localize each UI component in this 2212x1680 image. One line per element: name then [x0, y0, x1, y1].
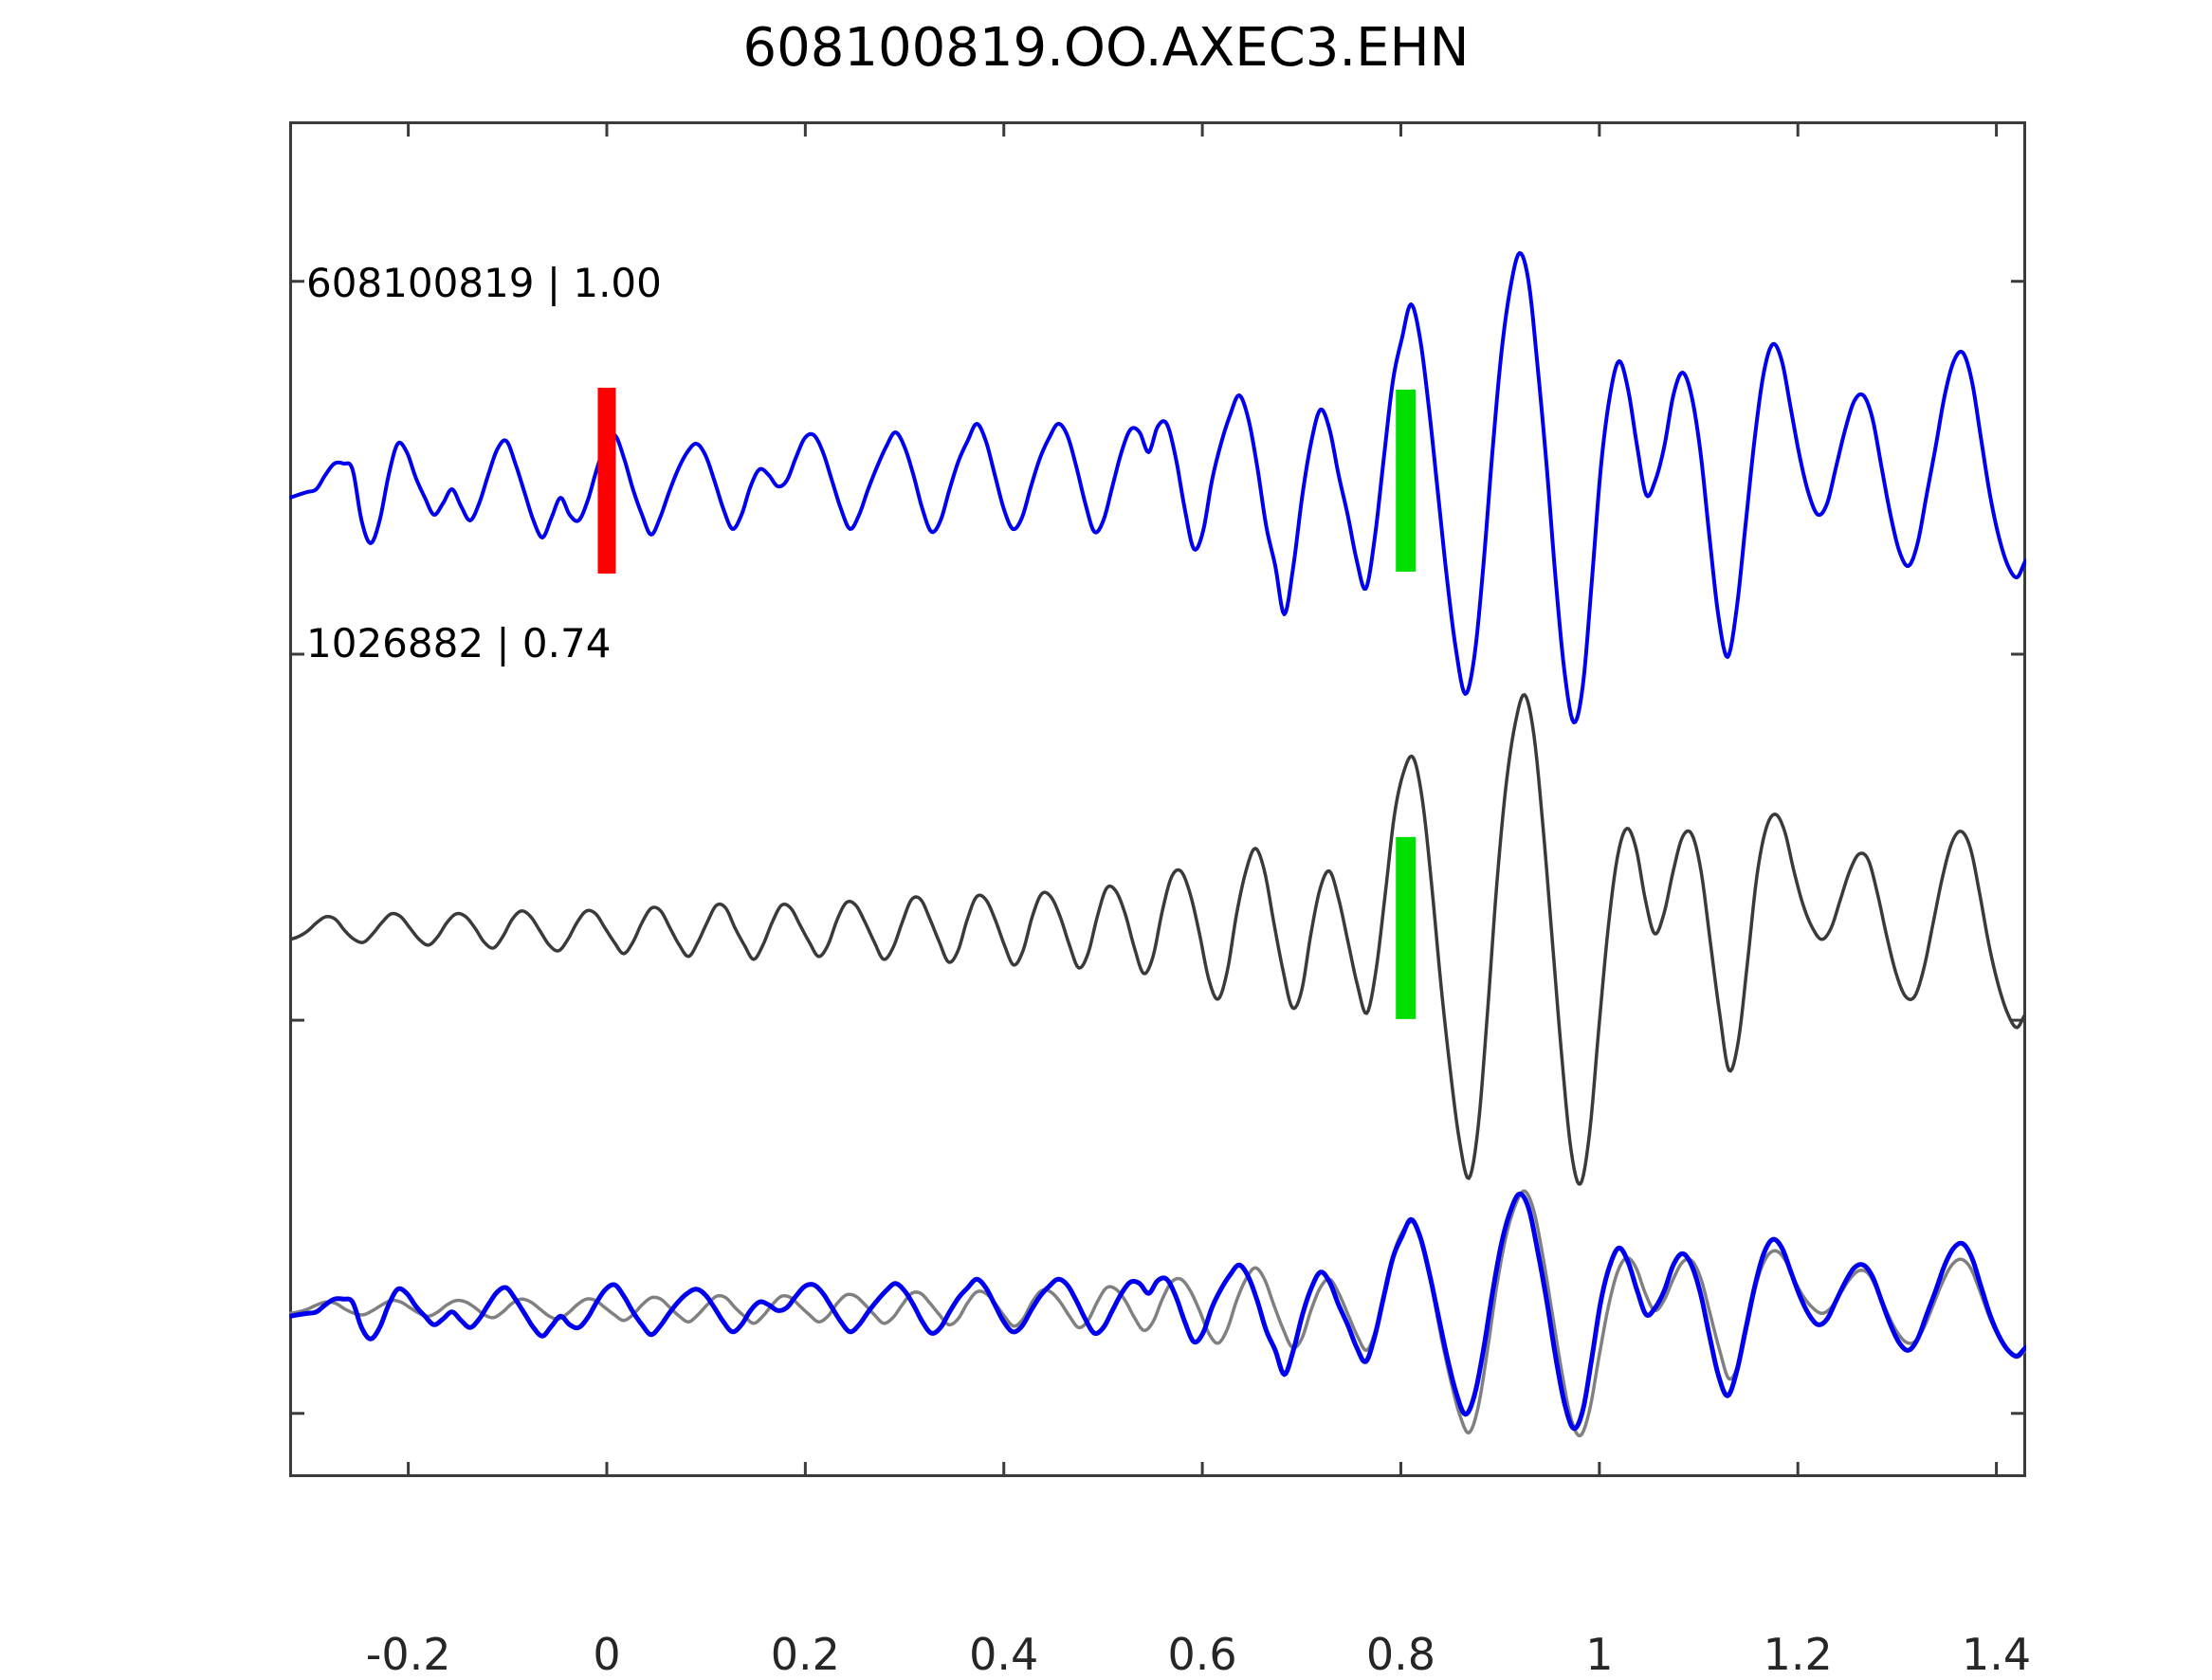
- plot-area: 608100819 | 1.00 1026882 | 0.74 -0.2 0 0.2…: [289, 121, 2031, 1680]
- s-pick-marker-detection-icon: [1396, 836, 1417, 1019]
- x-tick-label: 0.2: [770, 1629, 840, 1680]
- x-tick-label: 0: [593, 1629, 621, 1680]
- x-tick-label: 0.4: [969, 1629, 1039, 1680]
- detection-trace-label: 1026882 | 0.74: [306, 620, 612, 667]
- axis-ticks: [289, 121, 2026, 1477]
- template-trace-line: [289, 250, 2026, 724]
- plot-frame: [289, 121, 2026, 1477]
- overlay-detection-line: [289, 1189, 2026, 1437]
- waveform-canvas: [289, 121, 2026, 1477]
- x-tick-label: 1.4: [1962, 1629, 2032, 1680]
- x-tick-label: 1.2: [1763, 1629, 1833, 1680]
- overlay-template-line: [289, 1191, 2026, 1432]
- x-tick-label: 0.8: [1365, 1629, 1436, 1680]
- page-title: 608100819.OO.AXEC3.EHN: [742, 17, 1470, 79]
- x-tick-label: 1: [1585, 1629, 1614, 1680]
- detection-trace-line: [289, 693, 2026, 1186]
- x-tick-label: 0.6: [1167, 1629, 1237, 1680]
- s-pick-marker-template-icon: [1396, 389, 1417, 572]
- template-trace-label: 608100819 | 1.00: [306, 260, 662, 306]
- p-pick-marker-icon: [597, 387, 616, 574]
- x-tick-label: -0.2: [365, 1629, 451, 1680]
